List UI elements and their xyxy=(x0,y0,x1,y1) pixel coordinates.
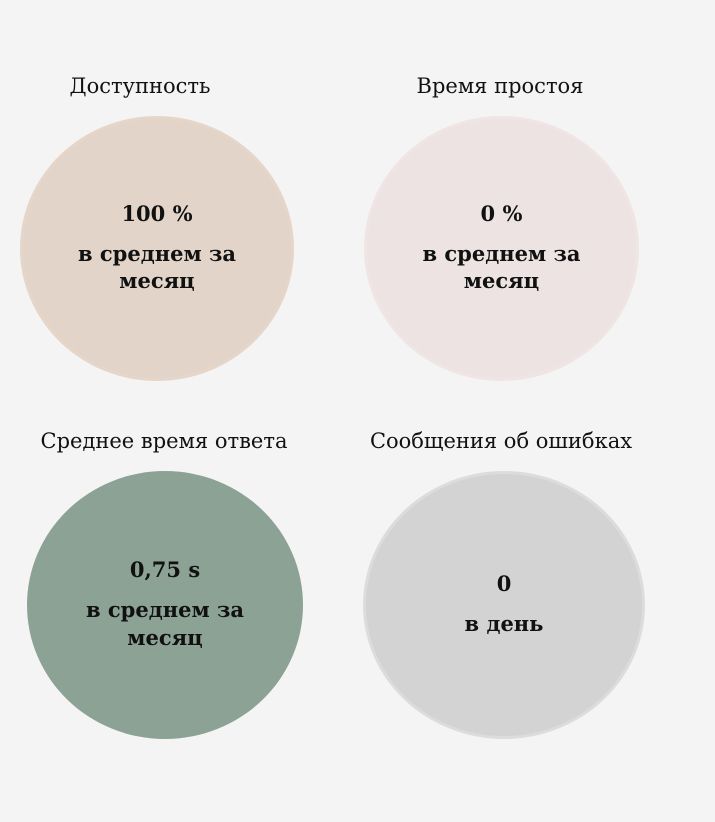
availability-circle: 100 % в среднем за месяц xyxy=(20,116,294,381)
downtime-title: Время простоя xyxy=(416,74,584,98)
error-reports-value: 0 xyxy=(496,570,512,596)
availability-title: Доступность xyxy=(69,74,211,98)
error-reports-caption: в день xyxy=(464,610,544,636)
downtime-caption: в среднем за месяц xyxy=(422,240,581,293)
error-reports-title: Сообщения об ошибках xyxy=(369,429,633,453)
response-time-circle: 0,75 s в среднем за месяц xyxy=(27,471,303,739)
availability-value: 100 % xyxy=(121,200,193,226)
response-time-title: Среднее время ответа xyxy=(40,429,288,453)
downtime-circle: 0 % в среднем за месяц xyxy=(364,116,639,381)
error-reports-circle: 0 в день xyxy=(363,471,645,739)
response-time-value: 0,75 s xyxy=(129,557,201,583)
availability-caption: в среднем за месяц xyxy=(77,240,237,293)
downtime-value: 0 % xyxy=(480,200,523,226)
response-time-caption: в среднем за месяц xyxy=(85,597,245,650)
